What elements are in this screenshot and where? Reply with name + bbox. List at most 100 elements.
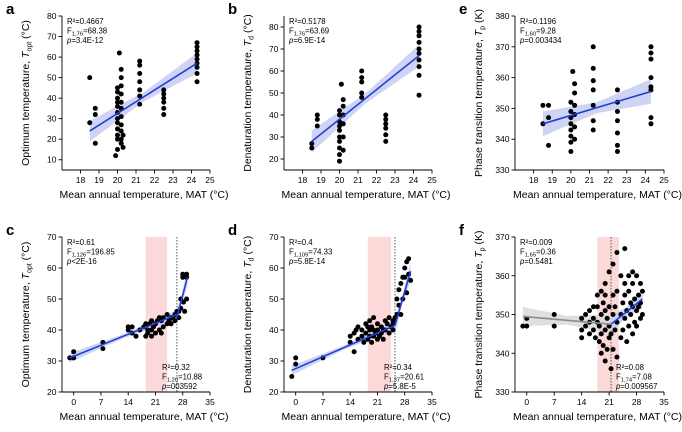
- data-point: [568, 149, 574, 155]
- data-point: [614, 142, 620, 148]
- data-point: [648, 50, 654, 56]
- data-point: [164, 312, 170, 317]
- data-point: [632, 319, 638, 325]
- data-point: [359, 90, 365, 96]
- y-tick-label: 40: [269, 325, 279, 335]
- stats-annotation-f-value: =196.85: [86, 248, 115, 257]
- data-point: [610, 292, 616, 298]
- data-point: [137, 101, 143, 107]
- y-tick-label: 70: [269, 44, 279, 54]
- y-tick-label: 80: [269, 22, 279, 32]
- data-point: [161, 91, 167, 97]
- y-tick-label: 30: [47, 356, 57, 366]
- data-point: [194, 48, 200, 54]
- x-tick-label: 0: [524, 397, 529, 407]
- data-point: [115, 132, 120, 138]
- data-point: [608, 331, 614, 337]
- y-tick-label: 30: [269, 356, 279, 366]
- data-point: [626, 323, 632, 329]
- x-tick-label: 22: [603, 175, 613, 185]
- data-point: [137, 62, 143, 68]
- data-point: [383, 116, 389, 122]
- data-point: [337, 127, 342, 133]
- x-tick-label: 7: [552, 397, 557, 407]
- y-tick-label: 40: [47, 325, 57, 335]
- stats-annotation-f-symbol: F: [289, 248, 294, 257]
- data-point: [568, 121, 574, 127]
- data-point: [614, 108, 620, 114]
- data-point: [570, 68, 576, 74]
- data-point: [598, 350, 604, 356]
- data-point: [416, 33, 422, 39]
- y-tick-label: 60: [269, 66, 279, 76]
- data-point: [634, 273, 640, 279]
- data-point: [416, 50, 422, 56]
- y-tick-label: 360: [495, 271, 509, 281]
- data-point: [115, 103, 120, 109]
- stats-annotation-f-symbol: F: [289, 27, 294, 36]
- stats-annotation: R²=0.61 F1,126=196.85 p<2E-16: [66, 238, 115, 266]
- y-tick-label: 340: [495, 348, 509, 358]
- stats-annotation-f-symbol: F: [520, 248, 525, 257]
- stats-annotation-2-p-symbol: p: [615, 382, 621, 391]
- x-tick-label: 0: [293, 397, 298, 407]
- data-point: [161, 112, 167, 118]
- y-label-subscript: opt: [27, 263, 34, 273]
- data-point: [632, 296, 638, 302]
- data-point: [355, 324, 361, 330]
- y-tick-label: 60: [47, 263, 57, 273]
- y-label-symbol: T: [473, 28, 485, 36]
- data-point: [614, 87, 620, 93]
- data-point: [386, 315, 392, 321]
- data-point: [568, 99, 574, 105]
- y-label-unit: (°C): [20, 242, 32, 264]
- data-point: [590, 78, 596, 84]
- data-point: [572, 102, 578, 108]
- regression-line-0: [522, 315, 612, 325]
- panel-letter: d: [228, 222, 237, 239]
- data-point: [637, 315, 643, 321]
- x-tick-label: 20: [113, 175, 123, 185]
- data-point: [590, 315, 596, 321]
- data-point: [116, 50, 122, 56]
- stats-annotation-2-f-value: =10.88: [178, 373, 202, 382]
- x-tick-label: 28: [178, 397, 188, 407]
- x-tick-label: 21: [604, 397, 614, 407]
- data-point: [383, 132, 389, 138]
- data-point: [337, 108, 342, 114]
- x-tick-label: 0: [71, 397, 76, 407]
- y-tick-label: 50: [269, 294, 279, 304]
- data-point: [194, 64, 200, 70]
- data-point: [380, 336, 386, 342]
- data-point: [606, 335, 612, 341]
- data-point: [181, 299, 187, 305]
- y-axis-label: Denaturation temperature, Td (°C): [242, 236, 256, 394]
- data-point: [118, 99, 124, 105]
- panel-letter: a: [6, 1, 15, 18]
- data-point: [614, 288, 620, 294]
- data-point: [309, 141, 315, 147]
- data-point: [340, 134, 346, 140]
- data-point: [614, 118, 620, 124]
- stats-annotation: R²=0.009 F1,65=0.36 p=0.5481: [519, 238, 556, 266]
- stats-annotation-2-p-symbol: p: [383, 382, 389, 391]
- data-point: [351, 349, 357, 355]
- data-point: [115, 126, 120, 132]
- data-point: [648, 84, 654, 90]
- y-tick-label: 370: [495, 42, 509, 52]
- y-axis-label: Optimum temperature, Topt (°C): [20, 20, 34, 166]
- y-tick-label: 330: [495, 165, 509, 175]
- stats-annotation-p-symbol: p: [288, 257, 294, 266]
- data-point: [125, 324, 131, 330]
- x-tick-label: 28: [400, 397, 410, 407]
- data-point: [194, 79, 200, 85]
- data-point: [338, 81, 344, 87]
- stats-annotation-p-value: <2E-16: [71, 257, 96, 266]
- stats-annotation: R²=0.4 F1,109=74.33 p=5.8E-14: [288, 238, 332, 266]
- x-tick-label: 21: [353, 175, 363, 185]
- x-tick-label: 14: [123, 397, 133, 407]
- y-label-subscript: p: [480, 247, 487, 251]
- data-point: [361, 339, 367, 345]
- data-point: [383, 121, 389, 127]
